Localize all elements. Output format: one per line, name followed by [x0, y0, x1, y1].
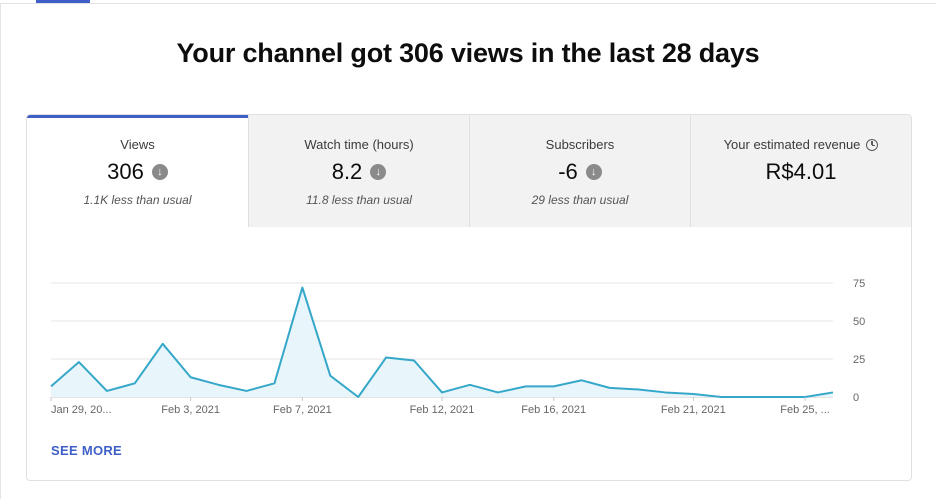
- area-fill: [51, 287, 833, 397]
- metric-value: 8.2: [331, 159, 363, 184]
- metric-title: Watch time (hours): [304, 137, 414, 152]
- clock-icon: [866, 138, 879, 151]
- y-tick-label: 75: [853, 278, 865, 290]
- y-tick-label: 50: [853, 316, 865, 328]
- x-tick-label: Feb 16, 2021: [521, 404, 586, 416]
- metric-tabs: Views 306 ↓ 1.1K less than usual Watch t…: [27, 115, 911, 227]
- x-tick-label: Feb 21, 2021: [661, 404, 726, 416]
- metric-comparison: 11.8 less than usual: [306, 193, 412, 207]
- y-tick-label: 0: [853, 392, 859, 404]
- x-tick-label: Feb 7, 2021: [273, 404, 332, 416]
- left-edge-divider: [0, 3, 1, 499]
- arrow-down-icon: ↓: [585, 164, 602, 180]
- x-tick-label: Feb 25, ...: [780, 404, 830, 416]
- metric-value: -6: [558, 159, 578, 184]
- metric-title: Subscribers: [545, 137, 615, 152]
- see-more-link[interactable]: SEE MORE: [51, 443, 123, 458]
- metric-value-row: -6 ↓: [470, 159, 690, 185]
- metric-comparison: 1.1K less than usual: [83, 193, 192, 207]
- top-divider: [0, 3, 936, 4]
- tab-estimated-revenue[interactable]: Your estimated revenue R$4.01: [690, 115, 911, 227]
- metric-value-row: R$4.01: [691, 159, 911, 185]
- metric-title-row: Your estimated revenue: [691, 137, 911, 152]
- tab-watch-time[interactable]: Watch time (hours) 8.2 ↓ 11.8 less than …: [248, 115, 469, 227]
- metric-title: Views: [120, 137, 155, 152]
- page-title: Your channel got 306 views in the last 2…: [176, 38, 760, 68]
- y-tick-label: 25: [853, 354, 865, 366]
- metric-value-row: 8.2 ↓: [249, 159, 469, 185]
- analytics-card: Views 306 ↓ 1.1K less than usual Watch t…: [26, 114, 912, 481]
- tab-views[interactable]: Views 306 ↓ 1.1K less than usual: [27, 115, 248, 227]
- tab-subscribers[interactable]: Subscribers -6 ↓ 29 less than usual: [469, 115, 690, 227]
- metric-comparison: 29 less than usual: [531, 193, 629, 207]
- x-tick-label: Feb 12, 2021: [410, 404, 475, 416]
- views-line-chart: 75 50 25 0 Jan 29, 20... Feb 3, 2021 Feb 7, 20…: [50, 278, 865, 416]
- x-tick-label: Feb 3, 2021: [161, 404, 220, 416]
- metric-value: 306: [107, 159, 144, 184]
- arrow-down-icon: ↓: [151, 164, 168, 180]
- metric-title: Your estimated revenue: [723, 137, 861, 152]
- x-tick-label: Jan 29, 20...: [51, 404, 112, 416]
- metric-value: R$4.01: [765, 159, 837, 184]
- metric-value-row: 306 ↓: [27, 159, 248, 185]
- top-tab-indicator: [36, 0, 90, 3]
- arrow-down-icon: ↓: [370, 164, 387, 180]
